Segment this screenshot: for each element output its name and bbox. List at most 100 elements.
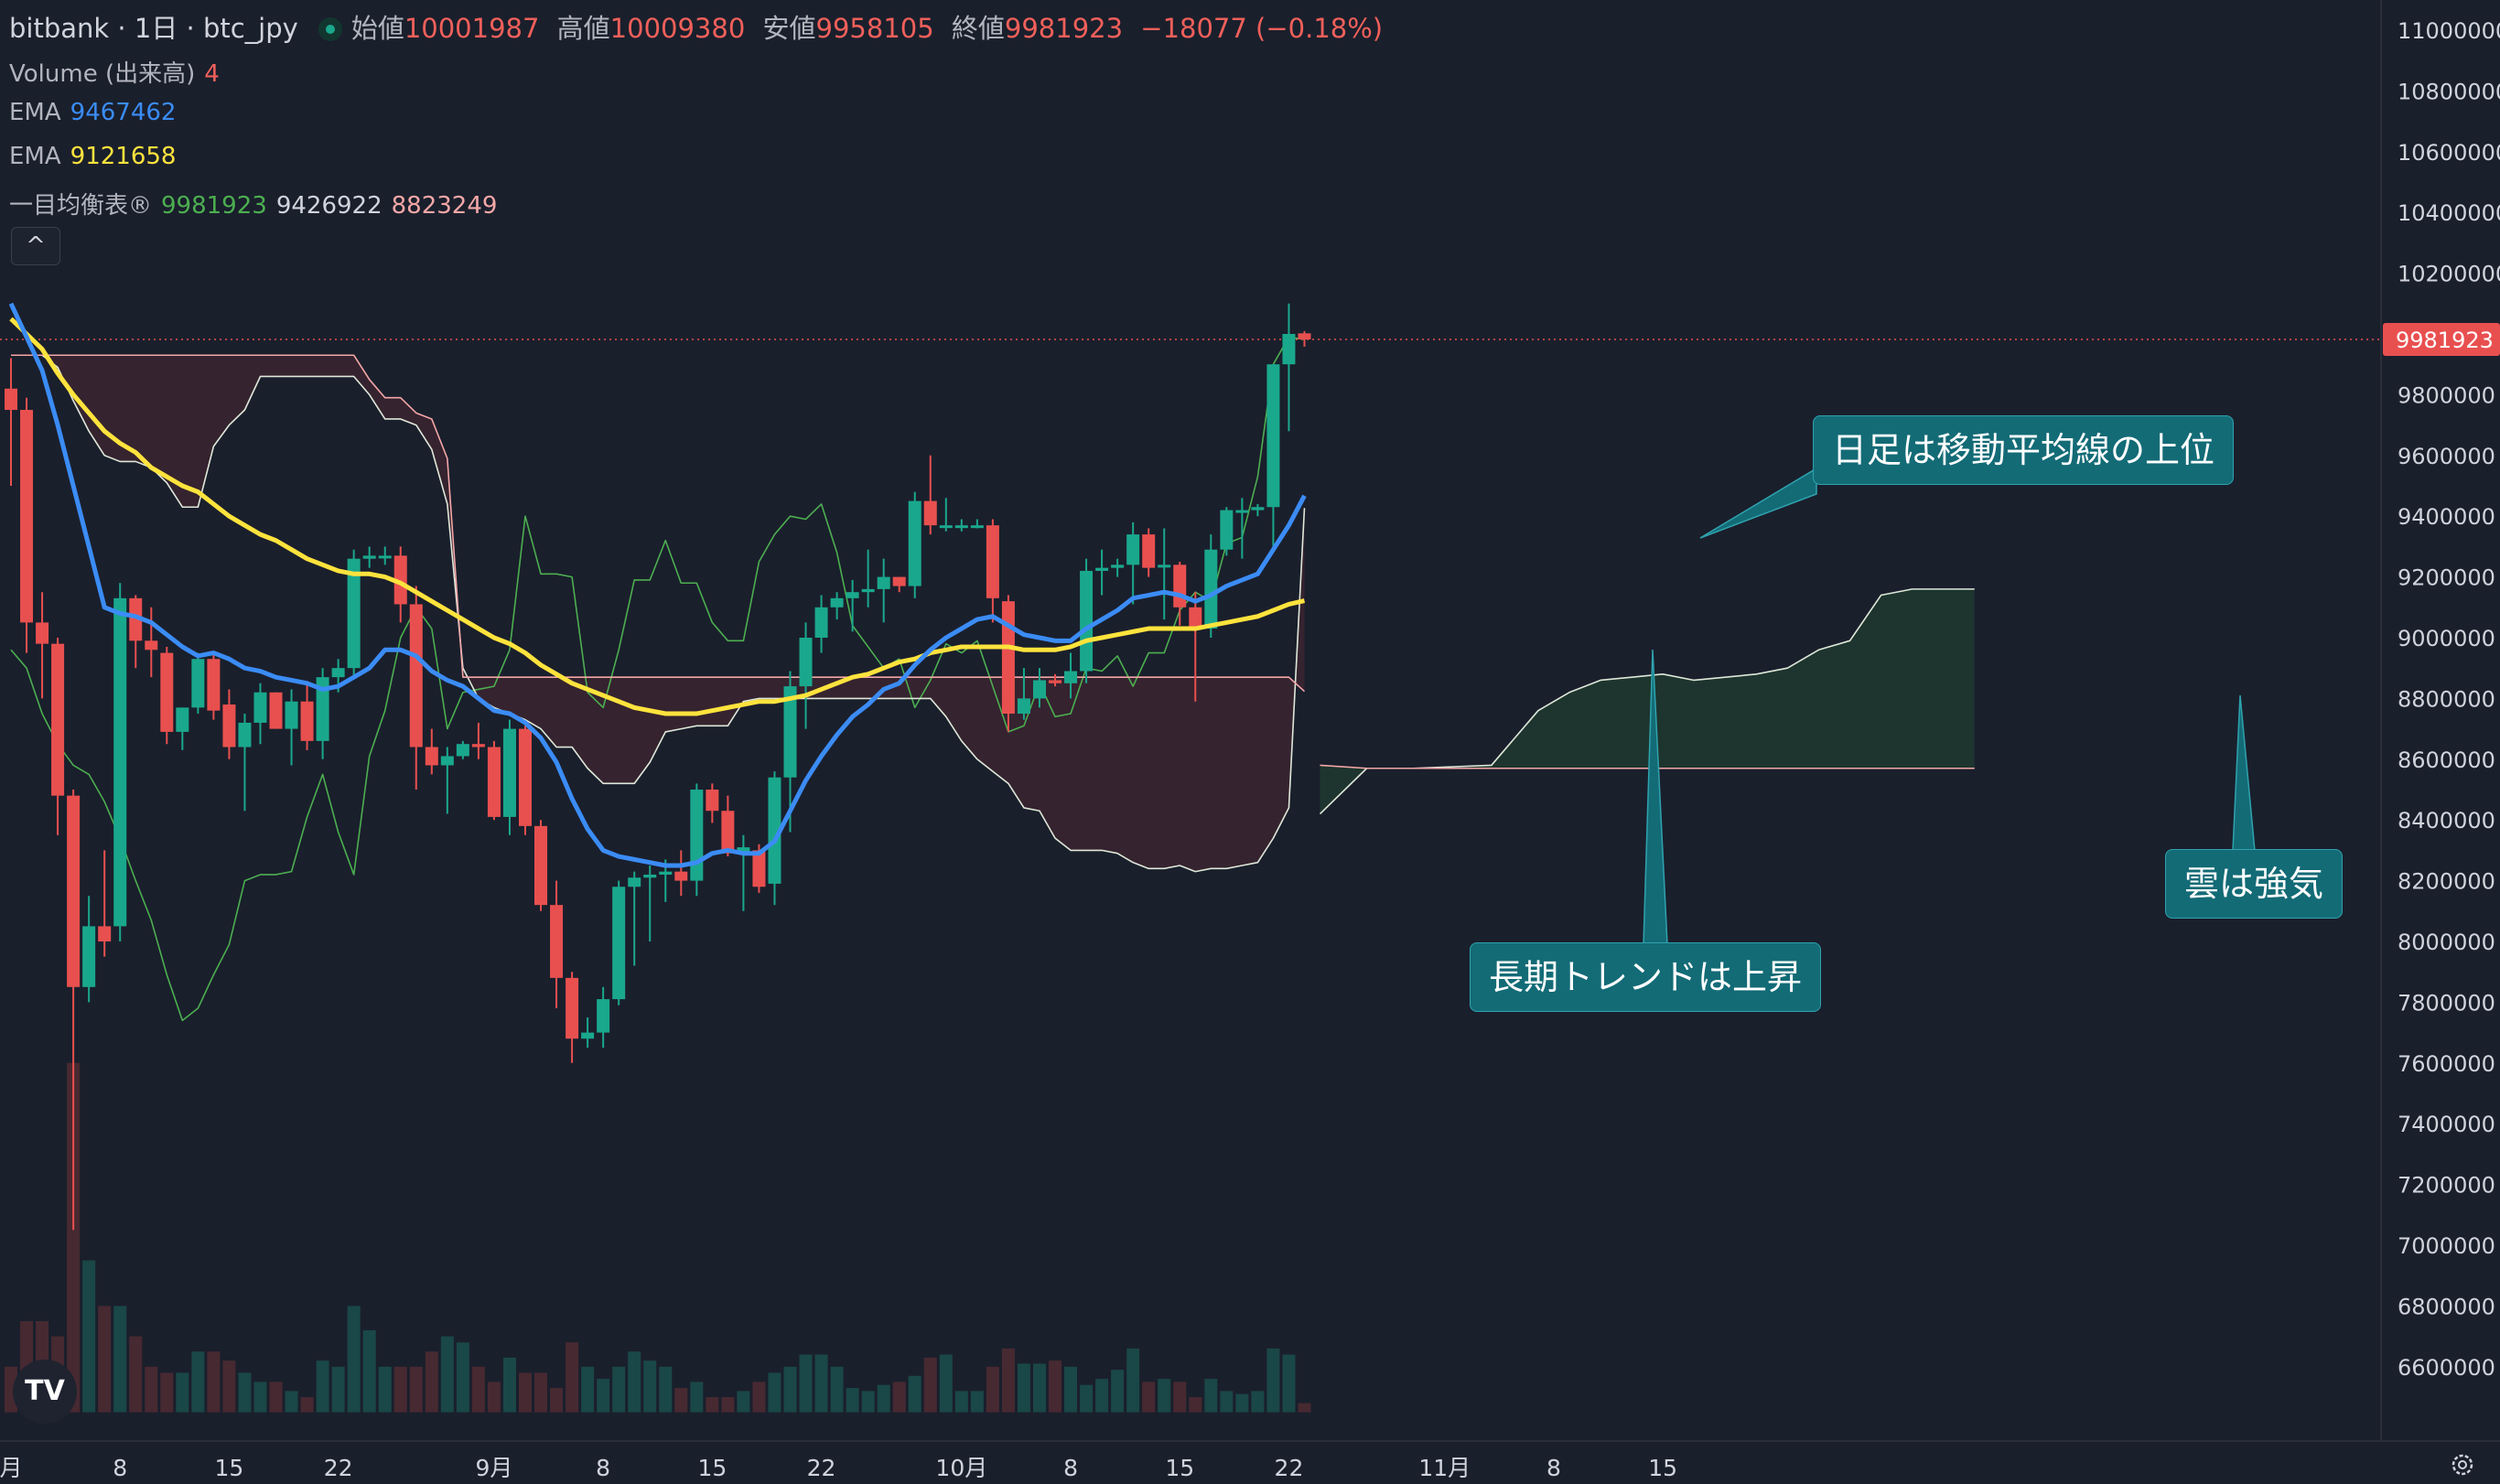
ema-slow-legend[interactable]: EMA 9121658 <box>9 143 185 170</box>
candle <box>706 783 719 823</box>
candle-body <box>176 707 189 732</box>
volume-bar <box>550 1388 564 1413</box>
volume-bar <box>768 1372 781 1413</box>
gear-icon[interactable] <box>2449 1451 2476 1479</box>
candle-body <box>706 790 719 812</box>
candle-body <box>799 638 813 687</box>
y-tick-label: 7600000 <box>2398 1051 2495 1077</box>
volume-bar <box>1080 1384 1094 1413</box>
volume-bar <box>409 1366 423 1413</box>
symbol-title[interactable]: bitbank · 1日 · btc_jpy <box>9 13 298 44</box>
candle-body <box>1158 565 1171 568</box>
candle <box>113 583 127 941</box>
volume-bar <box>1266 1348 1280 1413</box>
candle-body <box>783 686 797 778</box>
volume-bar <box>1142 1382 1156 1413</box>
volume-bar <box>1189 1397 1202 1413</box>
volume-legend[interactable]: Volume (出来高) 4 <box>9 55 229 89</box>
ichimoku-legend[interactable]: 一目均衡表® 9981923 9426922 8823249 <box>9 187 506 220</box>
ichimoku-label: 一目均衡表® <box>9 192 153 220</box>
volume-bar <box>393 1366 407 1413</box>
candle <box>1220 507 1234 556</box>
market-status-icon <box>318 17 342 41</box>
candle-body <box>1173 565 1187 608</box>
candle-body <box>1001 601 1015 714</box>
candle <box>347 549 361 678</box>
candle <box>378 546 392 565</box>
volume-bar <box>362 1329 376 1413</box>
volume-bar <box>674 1388 688 1413</box>
volume-bar <box>706 1397 719 1413</box>
ema-slow-value: 9121658 <box>70 143 177 170</box>
volume-bar <box>1173 1382 1187 1413</box>
volume-bar <box>1251 1391 1265 1413</box>
candle <box>316 668 329 759</box>
candle-body <box>1111 565 1125 568</box>
volume-bar <box>425 1351 438 1413</box>
candle-body <box>300 701 314 741</box>
candle <box>566 972 579 1063</box>
candle-body <box>892 576 906 586</box>
candle-body <box>113 597 127 927</box>
volume-bar <box>207 1351 221 1413</box>
volume-bar <box>908 1375 921 1413</box>
volume-bar <box>300 1397 314 1413</box>
candle <box>1064 652 1078 699</box>
candle-body <box>659 871 673 875</box>
volume-bar <box>923 1357 937 1413</box>
candle-body <box>768 777 781 884</box>
candle-body <box>923 500 937 526</box>
candle-body <box>954 525 968 529</box>
candle-body <box>1282 334 1296 365</box>
candle-body <box>830 597 844 608</box>
candle-body <box>1080 570 1094 672</box>
y-tick-label: 9400000 <box>2398 504 2495 530</box>
y-tick-label: 7000000 <box>2398 1233 2495 1259</box>
candle <box>830 592 844 620</box>
candle-body <box>269 692 283 729</box>
y-tick-label: 8200000 <box>2398 869 2495 895</box>
candle <box>799 622 813 729</box>
callout-above-moving-average[interactable]: 日足は移動平均線の上位 <box>1813 415 2235 485</box>
candle <box>191 652 205 714</box>
volume-bar <box>487 1382 501 1413</box>
volume-bar <box>566 1342 579 1413</box>
y-tick-label: 10800000 <box>2398 79 2500 104</box>
candle <box>82 896 96 1003</box>
volume-bar <box>1158 1379 1171 1413</box>
collapse-legend-button[interactable]: ^ <box>11 227 60 265</box>
ema-fast-legend[interactable]: EMA 9467462 <box>9 99 185 126</box>
candle <box>471 722 485 759</box>
ichimoku-span-a-line <box>11 354 1306 873</box>
candle-body <box>222 704 236 747</box>
volume-bar <box>1298 1403 1311 1413</box>
candle-body <box>861 588 875 593</box>
symbol-ohlc-legend: bitbank · 1日 · btc_jpy 始値10001987 高値10009… <box>9 7 1392 46</box>
volume-bar <box>721 1397 735 1413</box>
tradingview-logo-icon[interactable]: TV <box>13 1360 77 1424</box>
candle <box>1298 330 1311 347</box>
volume-bar <box>861 1391 875 1413</box>
last-price-badge <box>2383 323 2500 357</box>
candle-body <box>814 607 828 638</box>
candle-body <box>939 525 953 529</box>
candle-body <box>674 871 688 881</box>
callout-long-term-uptrend[interactable]: 長期トレンドは上昇 <box>1470 942 1822 1012</box>
candle-body <box>1126 534 1140 565</box>
volume-bar <box>1064 1366 1078 1413</box>
candle-body <box>393 555 407 605</box>
callout-bullish-cloud[interactable]: 雲は強気 <box>2165 849 2344 919</box>
x-tick-label: 8 <box>113 1455 127 1481</box>
y-tick-label: 10200000 <box>2398 262 2500 287</box>
candle-body <box>597 999 610 1033</box>
volume-bar <box>67 1062 81 1413</box>
ichimoku-value-2: 9426922 <box>275 192 383 220</box>
low-value: 9958105 <box>815 13 934 44</box>
volume-bar <box>830 1366 844 1413</box>
candle-body <box>191 659 205 708</box>
candle-body <box>285 701 298 729</box>
low-label: 安値 <box>762 13 816 44</box>
ema-fast-value: 9467462 <box>70 99 177 126</box>
